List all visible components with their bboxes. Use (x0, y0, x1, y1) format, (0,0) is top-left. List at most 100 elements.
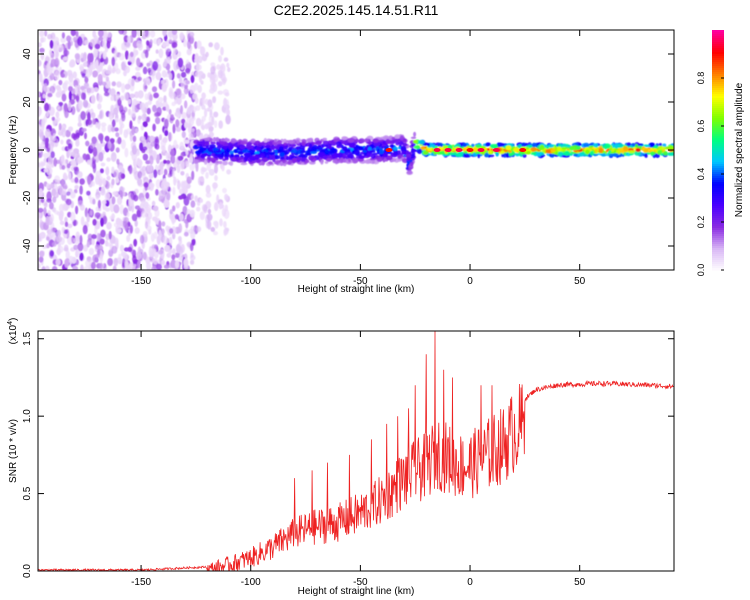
y-tick-label: 0 (22, 147, 33, 153)
heatmap-cell (99, 238, 105, 245)
heatmap-cell (471, 147, 479, 152)
heatmap-cell (102, 178, 107, 186)
heatmap-cell (85, 259, 91, 267)
colorbar-segment (712, 54, 724, 57)
heatmap-cell (72, 153, 78, 158)
heatmap-cell (322, 137, 328, 141)
heatmap-cell (178, 213, 184, 222)
heatmap-cell (206, 107, 211, 112)
y-tick-label: 1.5 (22, 331, 33, 345)
heatmap-cell (133, 158, 137, 167)
heatmap-cell (137, 76, 142, 82)
heatmap-cell (218, 120, 223, 129)
heatmap-cell (154, 111, 160, 118)
heatmap-cell (162, 235, 168, 245)
heatmap-cell (121, 258, 126, 268)
heatmap-cell (368, 150, 374, 154)
heatmap-cell (106, 157, 111, 162)
heatmap-cell (133, 238, 138, 247)
heatmap-cell (397, 150, 402, 155)
colorbar-segment (712, 134, 724, 137)
heatmap-cell (146, 107, 151, 115)
colorbar-segment (712, 180, 724, 183)
colorbar-segment (712, 196, 724, 199)
heatmap-cell (211, 158, 217, 163)
colorbar-segment (712, 58, 724, 61)
heatmap-cell (371, 159, 375, 164)
heatmap-cell (67, 40, 71, 50)
heatmap-hot-spot (519, 148, 527, 152)
heatmap-cell (372, 138, 380, 143)
heatmap-cell (409, 161, 414, 166)
heatmap-cell (214, 175, 218, 181)
heatmap-cell (97, 199, 101, 209)
heatmap-cell (384, 151, 389, 157)
heatmap-cell (191, 170, 195, 181)
heatmap-cell (628, 150, 635, 154)
heatmap-cell (644, 148, 649, 153)
heatmap-cell (106, 40, 111, 49)
heatmap-cell (176, 73, 181, 79)
spectrogram-y-axis-label: Frequency (Hz) (8, 116, 19, 185)
heatmap-cell (165, 152, 170, 157)
heatmap-cell (526, 150, 531, 155)
heatmap-cell (200, 119, 204, 130)
heatmap-cell (592, 153, 599, 157)
heatmap-cell (143, 82, 148, 92)
heatmap-hot-spot (455, 148, 463, 152)
heatmap-cell (54, 210, 60, 215)
heatmap-cell (65, 129, 71, 138)
heatmap-cell (96, 143, 102, 153)
heatmap-cell (171, 254, 176, 260)
heatmap-cell (290, 155, 297, 159)
heatmap-cell (142, 146, 148, 151)
colorbar-segment (712, 194, 724, 197)
heatmap-cell (154, 209, 160, 218)
heatmap-cell (114, 118, 119, 123)
heatmap-cell (49, 202, 54, 210)
heatmap-cell (288, 154, 293, 160)
heatmap-cell (343, 158, 347, 163)
heatmap-cell (612, 153, 619, 157)
heatmap-cell (67, 223, 73, 229)
x-tick-label: -50 (353, 276, 368, 287)
colorbar-segment (712, 176, 724, 179)
colorbar-segment (712, 36, 724, 39)
heatmap-cell (222, 89, 229, 96)
colorbar-segment (712, 242, 724, 245)
snr-y-ticks: 0.0 0.5 1.0 1.5 (22, 331, 674, 578)
heatmap-cell (47, 33, 53, 40)
heatmap-cell (457, 151, 464, 157)
heatmap-cell (111, 196, 116, 205)
heatmap-cell (277, 139, 282, 145)
heatmap-cell (65, 198, 72, 206)
heatmap-cell (217, 90, 224, 95)
heatmap-cell (99, 262, 103, 270)
heatmap-cell (99, 110, 103, 119)
heatmap-cell (474, 151, 481, 154)
colorbar-segment (712, 266, 724, 269)
heatmap-cell (113, 107, 119, 115)
heatmap-cell (195, 105, 201, 111)
colorbar-segment (712, 32, 724, 35)
heatmap-cell (176, 51, 182, 57)
heatmap-cell (166, 252, 172, 258)
heatmap-cell (181, 118, 186, 125)
heatmap-cell (274, 149, 278, 153)
heatmap-cell (320, 159, 324, 165)
heatmap-cell (172, 248, 176, 254)
heatmap-cell (162, 30, 167, 37)
heatmap-cell (411, 149, 417, 153)
heatmap-cell (54, 70, 60, 81)
heatmap-cell (200, 166, 205, 175)
heatmap-cell (61, 127, 67, 138)
heatmap-cell (203, 204, 208, 214)
heatmap-cell (152, 123, 156, 132)
heatmap-cell (626, 142, 632, 147)
heatmap-cell (84, 75, 89, 84)
heatmap-cell (183, 86, 189, 95)
heatmap-cell (104, 192, 111, 200)
heatmap-cell (463, 153, 470, 158)
heatmap-cell (95, 121, 99, 128)
heatmap-cell (377, 158, 383, 161)
